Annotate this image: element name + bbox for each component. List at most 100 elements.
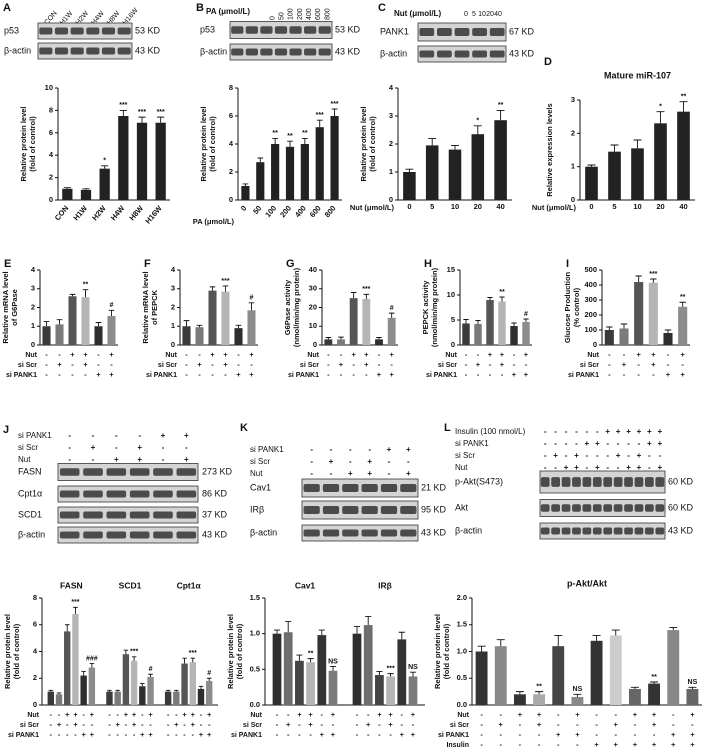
y-axis-label: (nmol/min/mg protein) — [292, 267, 301, 347]
treatment-sign: + — [223, 350, 228, 359]
treatment-sign: + — [308, 720, 313, 729]
error-bar — [123, 649, 129, 655]
treatment-sign: - — [367, 710, 370, 719]
error-bar — [174, 689, 179, 692]
y-axis-label: Glucose Production — [563, 271, 572, 343]
treatment-sign: - — [183, 720, 186, 729]
error-bar — [338, 336, 344, 340]
lane-label: 400 — [306, 8, 313, 20]
treatment-sign: - — [68, 443, 71, 452]
treatment-sign: + — [594, 740, 599, 749]
treatment-sign: - — [287, 710, 290, 719]
x-tick-label: 40 — [496, 202, 504, 211]
treatment-sign: - — [108, 720, 111, 729]
treatment-sign: - — [554, 439, 557, 448]
treatment-sign: + — [518, 710, 523, 719]
treatment-sign: + — [647, 427, 652, 436]
treatment-sign: - — [162, 455, 165, 464]
error-bar — [679, 101, 688, 112]
bar — [130, 660, 138, 705]
panel-letter: H — [424, 258, 432, 270]
treatment-sign: + — [406, 445, 411, 454]
treatment-sign: + — [90, 710, 95, 719]
error-bar — [515, 691, 524, 695]
blot-band — [176, 490, 197, 498]
x-tick-label: 200 — [278, 204, 293, 219]
treatment-sign: - — [538, 740, 541, 749]
treatment-sign: - — [340, 370, 343, 379]
error-bar — [463, 319, 469, 324]
panel-letter: I — [566, 258, 569, 270]
protein-name: β-actin — [200, 46, 227, 56]
y-tick-label: 2 — [33, 673, 37, 682]
treatment-sign: + — [286, 720, 291, 729]
y-tick-label: 15 — [447, 265, 455, 274]
y-tick-label: 30 — [309, 284, 317, 293]
treatment-sign: - — [480, 710, 483, 719]
treatment-sign: - — [465, 360, 468, 369]
blot-band — [322, 506, 340, 514]
x-tick-label: 400 — [293, 204, 308, 219]
error-bar — [633, 139, 642, 149]
x-tick-label: 10 — [633, 202, 641, 211]
blot-band — [117, 47, 131, 55]
chart-title: Mature miR-107 — [604, 70, 671, 80]
blot-band — [322, 484, 340, 492]
treatment-sign: + — [73, 710, 78, 719]
blot-band — [561, 504, 571, 512]
bar — [510, 326, 518, 345]
treatment-sign: - — [327, 360, 330, 369]
treatment-sign: - — [608, 350, 611, 359]
bar — [494, 646, 507, 705]
significance-label: NS — [408, 664, 418, 671]
bar — [256, 162, 265, 200]
treatment-sign: - — [58, 350, 61, 359]
blot-band — [153, 490, 173, 498]
y-tick-label: 4 — [229, 139, 234, 148]
treatment-sign: + — [500, 360, 505, 369]
blot-band — [274, 48, 288, 56]
y-tick-label: 6 — [33, 620, 37, 629]
treatment-name: Nut — [457, 712, 469, 719]
treatment-sign: - — [211, 370, 214, 379]
y-tick-label: 5 — [451, 315, 455, 324]
error-bar — [115, 689, 120, 692]
error-bar — [365, 616, 372, 626]
error-bar — [499, 296, 505, 302]
significance-label: # — [524, 311, 528, 318]
treatment-sign: - — [74, 730, 77, 739]
bar — [634, 282, 644, 345]
y-tick-label: 500 — [584, 265, 597, 274]
significance-label: *** — [330, 101, 338, 108]
blot-band — [83, 490, 103, 498]
blot-band — [400, 484, 417, 492]
treatment-sign: + — [249, 350, 254, 359]
blot-band — [260, 48, 273, 56]
treatment-sign: + — [207, 710, 212, 719]
significance-label: ** — [272, 130, 278, 137]
band-size: 43 KD — [421, 527, 447, 537]
treatment-sign: - — [276, 720, 279, 729]
y-tick-label: 0 — [171, 340, 175, 349]
bar — [62, 188, 73, 200]
blot-strip — [57, 526, 199, 544]
significance-label: ** — [651, 674, 657, 681]
treatment-sign: - — [58, 710, 61, 719]
treatment-sign: - — [637, 360, 640, 369]
y-tick-label: 4 — [31, 265, 36, 274]
error-bar — [273, 629, 281, 634]
treatment-sign: + — [657, 427, 662, 436]
bar — [686, 688, 699, 705]
treatment-sign: + — [70, 350, 75, 359]
treatment-name: Nut — [455, 463, 468, 472]
error-bar — [182, 657, 187, 664]
treatment-sign: + — [223, 360, 228, 369]
y-tick-label: 8 — [229, 83, 233, 92]
y-axis-label: PEPCK activity — [421, 280, 430, 335]
treatment-name: si PANK1 — [568, 372, 599, 379]
treatment-sign: - — [287, 730, 290, 739]
blot-band — [634, 477, 644, 487]
treatment-sign: - — [554, 427, 557, 436]
treatment-sign: + — [124, 710, 129, 719]
treatment-sign: - — [45, 370, 48, 379]
